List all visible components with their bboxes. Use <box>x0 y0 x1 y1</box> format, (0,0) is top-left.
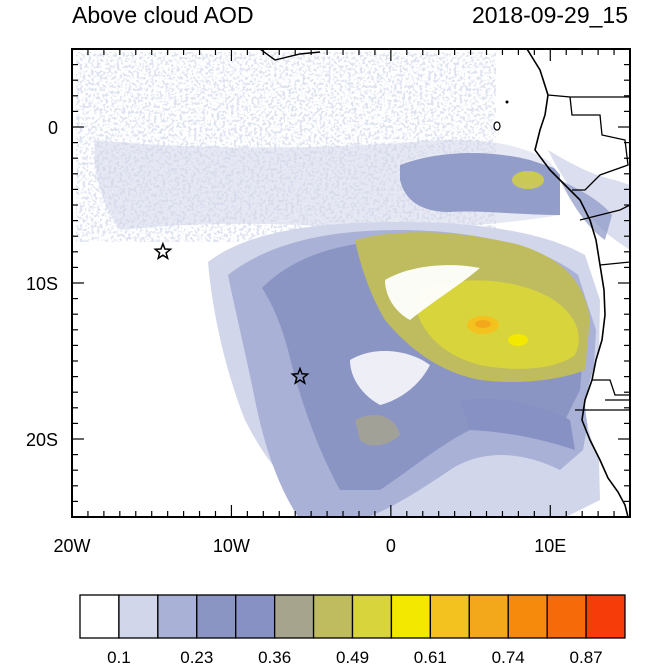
colorbar-label: 0.49 <box>336 648 369 667</box>
colorbar-swatch <box>157 594 198 639</box>
aod-south-streak <box>460 398 575 450</box>
aod-clear-area-south <box>350 350 430 405</box>
x-tick-label: 20W <box>53 536 90 556</box>
colorbar-swatch <box>273 594 315 639</box>
colorbar-label: 0.1 <box>107 648 131 667</box>
aod-yellow-spot <box>508 334 528 346</box>
island <box>493 121 501 131</box>
colorbar-label: 0.23 <box>180 648 213 667</box>
y-tick-label: 10S <box>26 274 58 294</box>
y-tick-label: 0 <box>48 118 58 138</box>
map-timestamp: 2018-09-29_15 <box>471 2 628 28</box>
aod-over-land-inner <box>560 180 612 240</box>
colorbar-label: 0.87 <box>570 648 603 667</box>
aod-north-yellow <box>512 171 544 189</box>
colorbar-swatch <box>118 594 159 639</box>
colorbar-swatch <box>79 594 120 639</box>
x-tick-label: 10W <box>213 536 250 556</box>
axis-ticks <box>71 48 631 518</box>
colorbar-swatch <box>390 594 432 639</box>
aod-orange-core <box>475 320 491 328</box>
site-markers <box>153 241 310 385</box>
map-title: Above cloud AOD <box>72 2 254 28</box>
colorbar-swatch <box>468 594 509 639</box>
island-small <box>505 100 509 104</box>
aod-olive-streak <box>355 415 400 446</box>
colorbar-swatch <box>235 594 276 639</box>
star-marker-south <box>290 366 310 385</box>
colorbar-label: 0.61 <box>414 648 447 667</box>
coastline <box>526 49 629 517</box>
aod-coastal-patch <box>400 153 560 215</box>
colorbar-swatch <box>429 594 470 639</box>
aod-field <box>76 49 630 517</box>
colorbar-swatch <box>585 594 626 639</box>
star-marker-north <box>153 241 173 261</box>
y-tick-label: 20S <box>26 430 58 450</box>
colorbar-swatch <box>312 594 354 639</box>
x-tick-label: 0 <box>386 536 396 556</box>
axis-tick-labels: 20W 10W 0 10E 0 10S 20S <box>26 118 566 556</box>
colorbar-swatch <box>546 594 587 639</box>
colorbar-swatch <box>351 594 393 639</box>
x-tick-label: 10E <box>534 536 566 556</box>
colorbar: 0.1 0.23 0.36 0.49 0.61 0.74 0.87 <box>79 594 626 667</box>
colorbar-label: 0.74 <box>492 648 525 667</box>
colorbar-label: 0.36 <box>258 648 291 667</box>
colorbar-swatch <box>507 594 548 639</box>
colorbar-swatch <box>196 594 237 639</box>
aod-clear-area <box>385 265 480 320</box>
coastline-north <box>259 49 321 61</box>
country-borders <box>547 94 630 411</box>
